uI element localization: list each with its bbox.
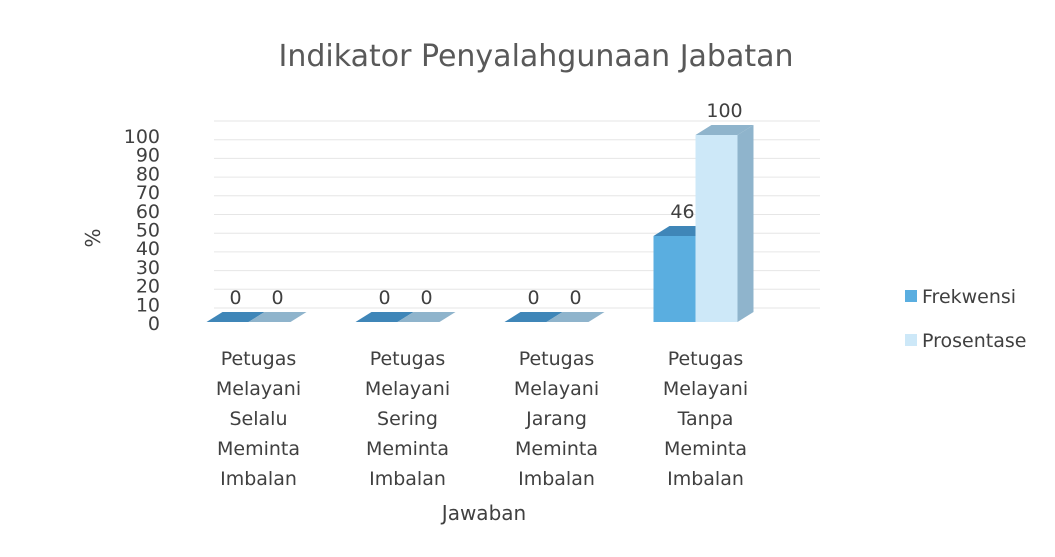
bar (397, 312, 456, 322)
bar (504, 312, 563, 322)
bar-face (397, 312, 456, 322)
y-tick-label: 80 (136, 163, 160, 185)
y-axis-label: % (81, 228, 105, 247)
bar-face (695, 135, 738, 322)
x-tick-label: Petugas Melayani Jarang Meminta Imbalan (514, 348, 599, 490)
y-tick-label: 10 (136, 294, 160, 316)
bar-face (695, 125, 754, 135)
bar-face (248, 312, 307, 322)
bar-face (206, 312, 265, 322)
y-tick-label: 20 (136, 276, 160, 298)
x-tick-label: Petugas Melayani Selalu Meminta Imbalan (216, 348, 301, 490)
legend-swatch (905, 334, 917, 346)
y-tick-label: 50 (136, 220, 160, 242)
data-label: 0 (378, 287, 390, 309)
bar-face (653, 235, 696, 322)
y-tick-label: 60 (136, 201, 160, 223)
x-tick-label: Petugas Melayani Sering Meminta Imbalan (365, 348, 450, 490)
legend-swatch (905, 290, 917, 302)
legend-label: Prosentase (922, 330, 1026, 352)
y-tick-label: 90 (136, 145, 160, 167)
y-tick-label: 30 (136, 257, 160, 279)
bar (355, 312, 414, 322)
bar (206, 312, 265, 322)
legend-label: Frekwensi (922, 286, 1016, 308)
bar (546, 312, 605, 322)
y-tick-label: 0 (148, 313, 160, 335)
data-label: 0 (569, 287, 581, 309)
data-label: 0 (420, 287, 432, 309)
bar-face (504, 312, 563, 322)
bar (248, 312, 307, 322)
y-tick-label: 100 (124, 126, 160, 148)
bar (695, 125, 754, 322)
data-label: 100 (706, 100, 742, 122)
x-axis-label: Jawaban (440, 501, 526, 525)
y-tick-label: 40 (136, 238, 160, 260)
data-label: 0 (527, 287, 539, 309)
y-tick-label: 70 (136, 182, 160, 204)
bar-face (546, 312, 605, 322)
bar-face (737, 125, 754, 322)
data-label: 46 (670, 201, 694, 223)
data-label: 0 (271, 287, 283, 309)
chart-title: Indikator Penyalahgunaan Jabatan (278, 39, 793, 74)
data-label: 0 (229, 287, 241, 309)
bar-face (355, 312, 414, 322)
x-tick-label: Petugas Melayani Tanpa Meminta Imbalan (663, 348, 748, 490)
